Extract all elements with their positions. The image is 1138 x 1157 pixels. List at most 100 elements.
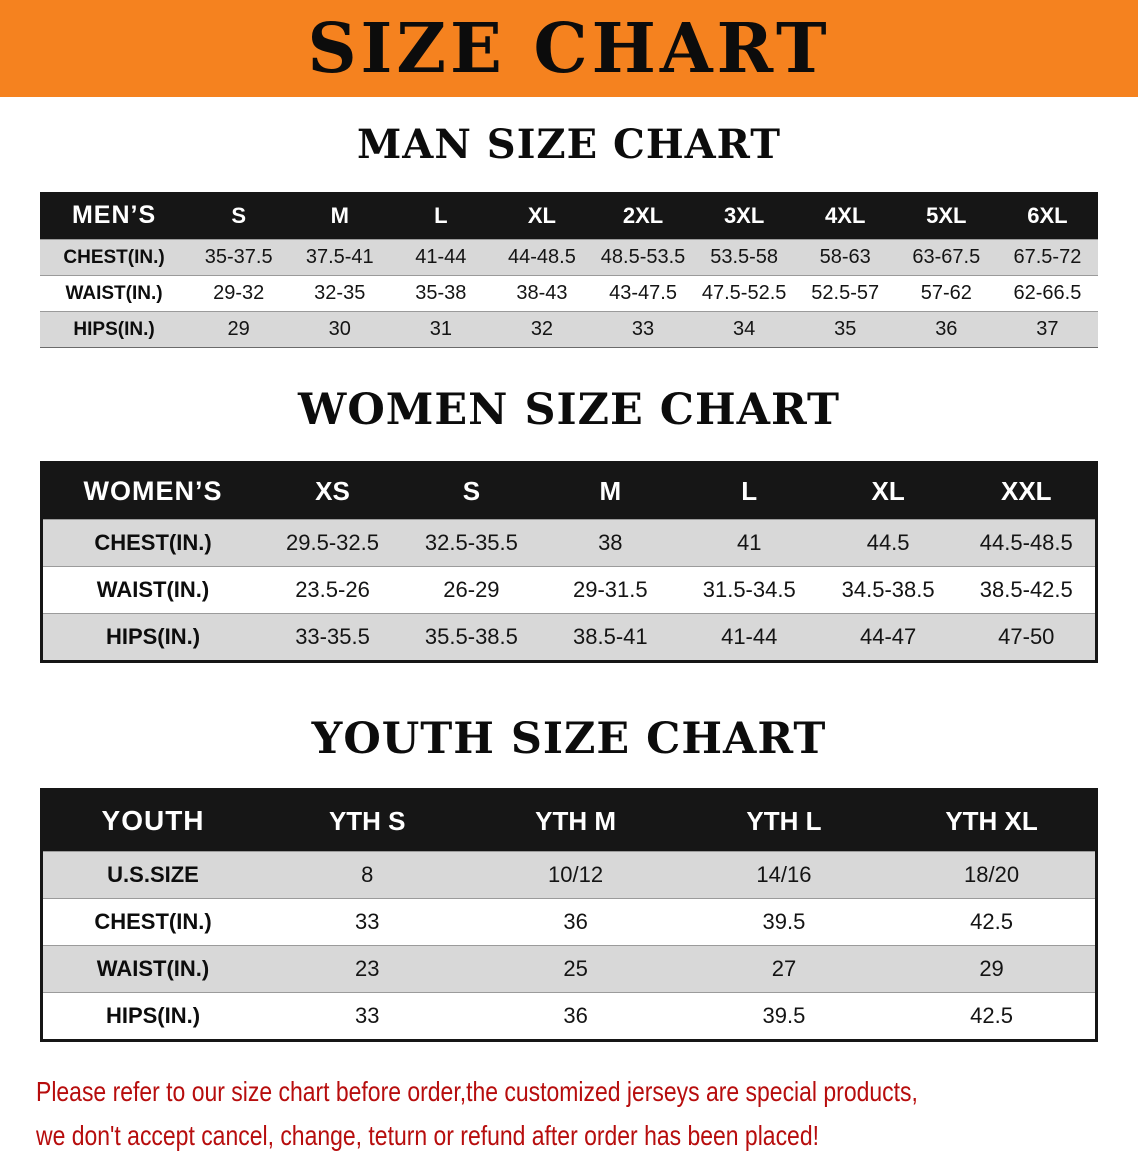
table-row: CHEST(IN.) 33 36 39.5 42.5 bbox=[41, 898, 1097, 946]
size-value: 33 bbox=[263, 898, 472, 946]
size-value: 34 bbox=[693, 311, 795, 348]
mens-size-table: MEN’S S M L XL 2XL 3XL 4XL 5XL 6XL CHEST(IN.) 35-37… bbox=[40, 192, 1098, 348]
size-value: 33 bbox=[592, 311, 694, 348]
size-value: 14/16 bbox=[679, 851, 889, 899]
size-value: 33 bbox=[263, 992, 472, 1041]
row-label: CHEST(IN.) bbox=[41, 898, 264, 946]
size-value: 67.5-72 bbox=[996, 239, 1098, 276]
table-header-row: MEN’S S M L XL 2XL 3XL 4XL 5XL 6XL bbox=[40, 192, 1098, 240]
size-column-header: 4XL bbox=[794, 192, 896, 240]
size-value: 44-47 bbox=[818, 613, 958, 662]
row-label: HIPS(IN.) bbox=[40, 311, 189, 348]
size-value: 23 bbox=[263, 945, 472, 993]
table-row: WAIST(IN.) 29-32 32-35 35-38 38-43 43-47.5 47.… bbox=[40, 275, 1098, 312]
size-value: 30 bbox=[289, 311, 391, 348]
table-header-row: YOUTH YTH S YTH M YTH L YTH XL bbox=[41, 789, 1097, 852]
table-corner-label: YOUTH bbox=[41, 789, 264, 852]
disclaimer-line-1: Please refer to our size chart before or… bbox=[36, 1076, 918, 1108]
size-value: 35.5-38.5 bbox=[401, 613, 541, 662]
size-value: 41 bbox=[679, 519, 819, 567]
size-column-header: XS bbox=[263, 462, 402, 520]
size-value: 29-32 bbox=[188, 275, 290, 312]
disclaimer-line-2: we don't accept cancel, change, teturn o… bbox=[36, 1119, 819, 1151]
size-value: 36 bbox=[471, 992, 680, 1041]
size-value: 31.5-34.5 bbox=[679, 566, 819, 614]
row-label: WAIST(IN.) bbox=[41, 945, 264, 993]
row-label: HIPS(IN.) bbox=[41, 613, 264, 662]
size-value: 35-37.5 bbox=[188, 239, 290, 276]
size-value: 63-67.5 bbox=[895, 239, 997, 276]
size-value: 37.5-41 bbox=[289, 239, 391, 276]
row-label: CHEST(IN.) bbox=[40, 239, 189, 276]
size-value: 44.5 bbox=[818, 519, 958, 567]
row-label: HIPS(IN.) bbox=[41, 992, 264, 1041]
size-value: 31 bbox=[390, 311, 492, 348]
youth-size-chart-heading: YOUTH SIZE CHART bbox=[311, 714, 827, 765]
size-column-header: YTH XL bbox=[888, 789, 1097, 852]
size-value: 36 bbox=[471, 898, 680, 946]
size-value: 44-48.5 bbox=[491, 239, 593, 276]
disclaimer-text: Please refer to our size chart before or… bbox=[0, 1070, 1138, 1157]
size-column-header: S bbox=[401, 462, 541, 520]
womens-size-table: WOMEN’S XS S M L XL XXL CHEST(IN.) 29.5-32.5 32.5… bbox=[40, 461, 1098, 664]
size-value: 32.5-35.5 bbox=[401, 519, 541, 567]
size-column-header: YTH S bbox=[263, 789, 472, 852]
table-row: CHEST(IN.) 29.5-32.5 32.5-35.5 38 41 44.5 44.5… bbox=[41, 519, 1097, 567]
size-value: 23.5-26 bbox=[263, 566, 402, 614]
size-value: 41-44 bbox=[390, 239, 492, 276]
size-value: 52.5-57 bbox=[794, 275, 896, 312]
size-value: 10/12 bbox=[471, 851, 680, 899]
size-value: 38.5-42.5 bbox=[957, 566, 1097, 614]
size-column-header: XL bbox=[491, 192, 593, 240]
women-size-section: WOMEN SIZE CHART WOMEN’S XS S M L XL XXL CHEST(… bbox=[0, 385, 1138, 664]
size-column-header: XXL bbox=[957, 462, 1097, 520]
size-value: 26-29 bbox=[401, 566, 541, 614]
size-column-header: S bbox=[188, 192, 290, 240]
row-label: CHEST(IN.) bbox=[41, 519, 264, 567]
size-value: 62-66.5 bbox=[996, 275, 1098, 312]
youth-size-section: YOUTH SIZE CHART YOUTH YTH S YTH M YTH L YTH… bbox=[0, 714, 1138, 1043]
size-value: 29.5-32.5 bbox=[263, 519, 402, 567]
size-column-header: L bbox=[390, 192, 492, 240]
size-value: 35 bbox=[794, 311, 896, 348]
row-label: WAIST(IN.) bbox=[41, 566, 264, 614]
size-column-header: YTH M bbox=[471, 789, 680, 852]
row-label: WAIST(IN.) bbox=[40, 275, 189, 312]
size-value: 33-35.5 bbox=[263, 613, 402, 662]
size-column-header: XL bbox=[818, 462, 958, 520]
size-value: 29-31.5 bbox=[540, 566, 680, 614]
size-value: 47-50 bbox=[957, 613, 1097, 662]
size-chart-banner: SIZE CHART bbox=[0, 0, 1138, 97]
youth-size-table: YOUTH YTH S YTH M YTH L YTH XL U.S.SIZE 8 10/12… bbox=[40, 788, 1098, 1043]
man-size-chart-heading: MAN SIZE CHART bbox=[357, 121, 781, 168]
size-value: 43-47.5 bbox=[592, 275, 694, 312]
size-value: 47.5-52.5 bbox=[693, 275, 795, 312]
size-value: 39.5 bbox=[679, 992, 889, 1041]
size-value: 38.5-41 bbox=[540, 613, 680, 662]
size-value: 57-62 bbox=[895, 275, 997, 312]
size-value: 48.5-53.5 bbox=[592, 239, 694, 276]
size-value: 42.5 bbox=[888, 992, 1097, 1041]
size-value: 25 bbox=[471, 945, 680, 993]
size-value: 29 bbox=[188, 311, 290, 348]
size-value: 42.5 bbox=[888, 898, 1097, 946]
size-column-header: M bbox=[540, 462, 680, 520]
size-value: 41-44 bbox=[679, 613, 819, 662]
size-value: 8 bbox=[263, 851, 472, 899]
table-corner-label: WOMEN’S bbox=[41, 462, 264, 520]
table-row: WAIST(IN.) 23.5-26 26-29 29-31.5 31.5-34.5 34… bbox=[41, 566, 1097, 614]
size-column-header: 5XL bbox=[895, 192, 997, 240]
size-value: 39.5 bbox=[679, 898, 889, 946]
size-chart-title: SIZE CHART bbox=[307, 8, 831, 89]
size-column-header: 2XL bbox=[592, 192, 694, 240]
size-value: 32-35 bbox=[289, 275, 391, 312]
size-column-header: YTH L bbox=[679, 789, 889, 852]
size-value: 35-38 bbox=[390, 275, 492, 312]
size-value: 29 bbox=[888, 945, 1097, 993]
women-size-chart-heading: WOMEN SIZE CHART bbox=[298, 385, 840, 435]
size-column-header: 3XL bbox=[693, 192, 795, 240]
size-value: 32 bbox=[491, 311, 593, 348]
size-value: 53.5-58 bbox=[693, 239, 795, 276]
table-row: HIPS(IN.) 29 30 31 32 33 34 35 36 37 bbox=[40, 311, 1098, 348]
table-corner-label: MEN’S bbox=[40, 192, 189, 240]
